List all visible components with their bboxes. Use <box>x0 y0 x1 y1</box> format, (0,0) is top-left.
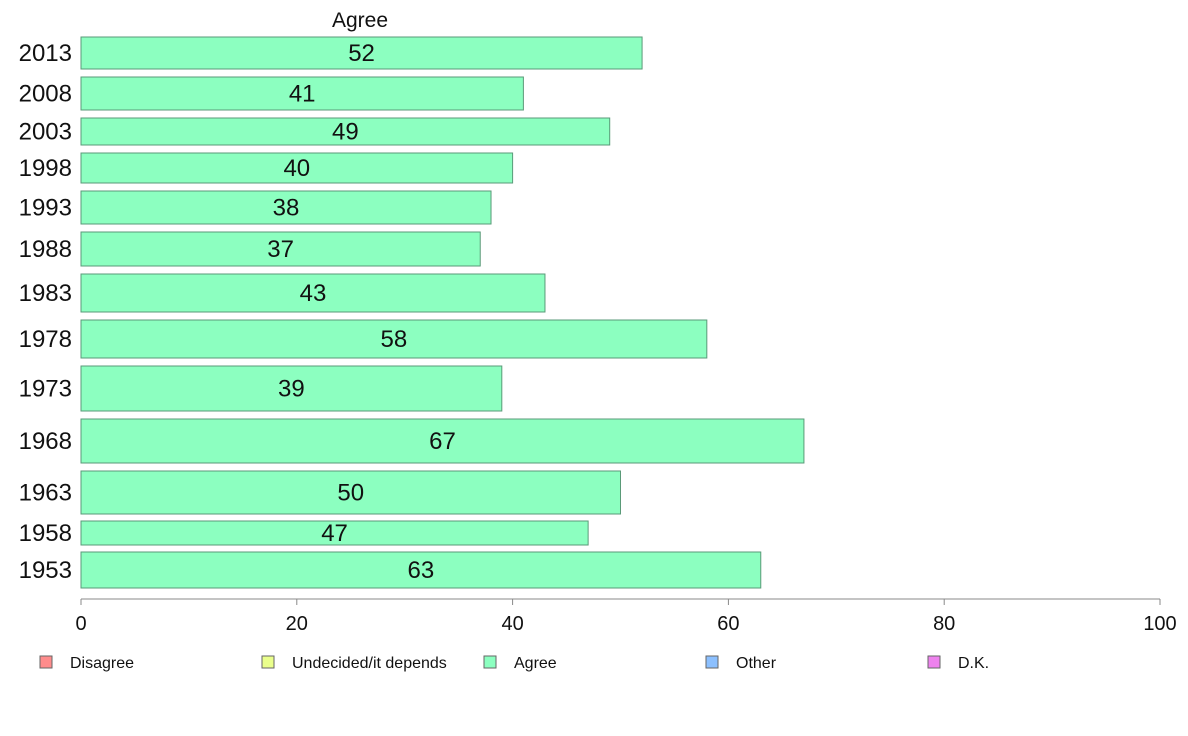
bar-value-label: 52 <box>348 40 375 67</box>
bar-1998 <box>80 152 514 184</box>
bar-value-label: 43 <box>300 280 327 307</box>
category-label: 1998 <box>19 155 72 182</box>
x-tick-label: 0 <box>75 613 86 635</box>
category-label: 1978 <box>19 326 72 353</box>
bar-1963 <box>80 470 621 515</box>
bar-value-label: 47 <box>321 520 348 547</box>
legend-swatch <box>261 655 275 669</box>
legend-swatch <box>39 655 53 669</box>
legend-label: Agree <box>514 655 557 672</box>
bar-1983 <box>80 273 546 313</box>
chart-title: Agree <box>332 9 388 32</box>
x-tick-label: 20 <box>286 613 308 635</box>
bar-value-label: 39 <box>278 376 305 403</box>
bar-value-label: 67 <box>429 428 456 455</box>
category-label: 1958 <box>19 520 72 547</box>
bar-2003 <box>80 117 611 146</box>
category-label: 1953 <box>19 557 72 584</box>
category-label: 2008 <box>19 81 72 108</box>
bar-value-label: 49 <box>332 119 359 146</box>
category-label: 1968 <box>19 428 72 455</box>
bar-value-label: 37 <box>267 236 294 263</box>
legend-swatch <box>927 655 941 669</box>
bar-value-label: 63 <box>408 557 435 584</box>
bar-1973 <box>80 365 503 412</box>
bars-group: 52 2013 41 2008 49 2003 40 1998 38 1993 37 1988 43 19… <box>19 36 805 589</box>
bar-1958 <box>80 520 589 546</box>
category-label: 1988 <box>19 236 72 263</box>
legend-swatch <box>705 655 719 669</box>
category-label: 1963 <box>19 480 72 507</box>
category-label: 1983 <box>19 280 72 307</box>
bar-1953 <box>80 551 762 589</box>
bar-1988 <box>80 231 481 267</box>
bar-1968 <box>80 418 805 464</box>
category-label: 1973 <box>19 376 72 403</box>
bar-2013 <box>80 36 643 70</box>
legend-label: D.K. <box>958 655 989 672</box>
legend-label: Undecided/it depends <box>292 655 447 672</box>
x-tick-label: 60 <box>717 613 739 635</box>
bar-value-label: 41 <box>289 81 316 108</box>
category-label: 2003 <box>19 119 72 146</box>
bar-value-label: 58 <box>381 326 408 353</box>
legend-label: Other <box>736 655 777 672</box>
bar-1978 <box>80 319 708 359</box>
bar-value-label: 50 <box>337 480 364 507</box>
legend-swatch <box>483 655 497 669</box>
bar-value-label: 38 <box>273 195 300 222</box>
legend-label: Disagree <box>70 655 134 672</box>
category-label: 2013 <box>19 40 72 67</box>
x-tick-label: 40 <box>501 613 523 635</box>
bar-1993 <box>80 190 492 225</box>
x-tick-label: 80 <box>933 613 955 635</box>
x-axis: 0 20 40 60 80 100 <box>75 598 1177 635</box>
legend: Disagree Undecided/it depends Agree Other D.… <box>39 655 989 672</box>
category-label: 1993 <box>19 195 72 222</box>
bar-2008 <box>80 76 524 111</box>
x-tick-label: 100 <box>1143 613 1176 635</box>
bar-value-label: 40 <box>283 155 310 182</box>
